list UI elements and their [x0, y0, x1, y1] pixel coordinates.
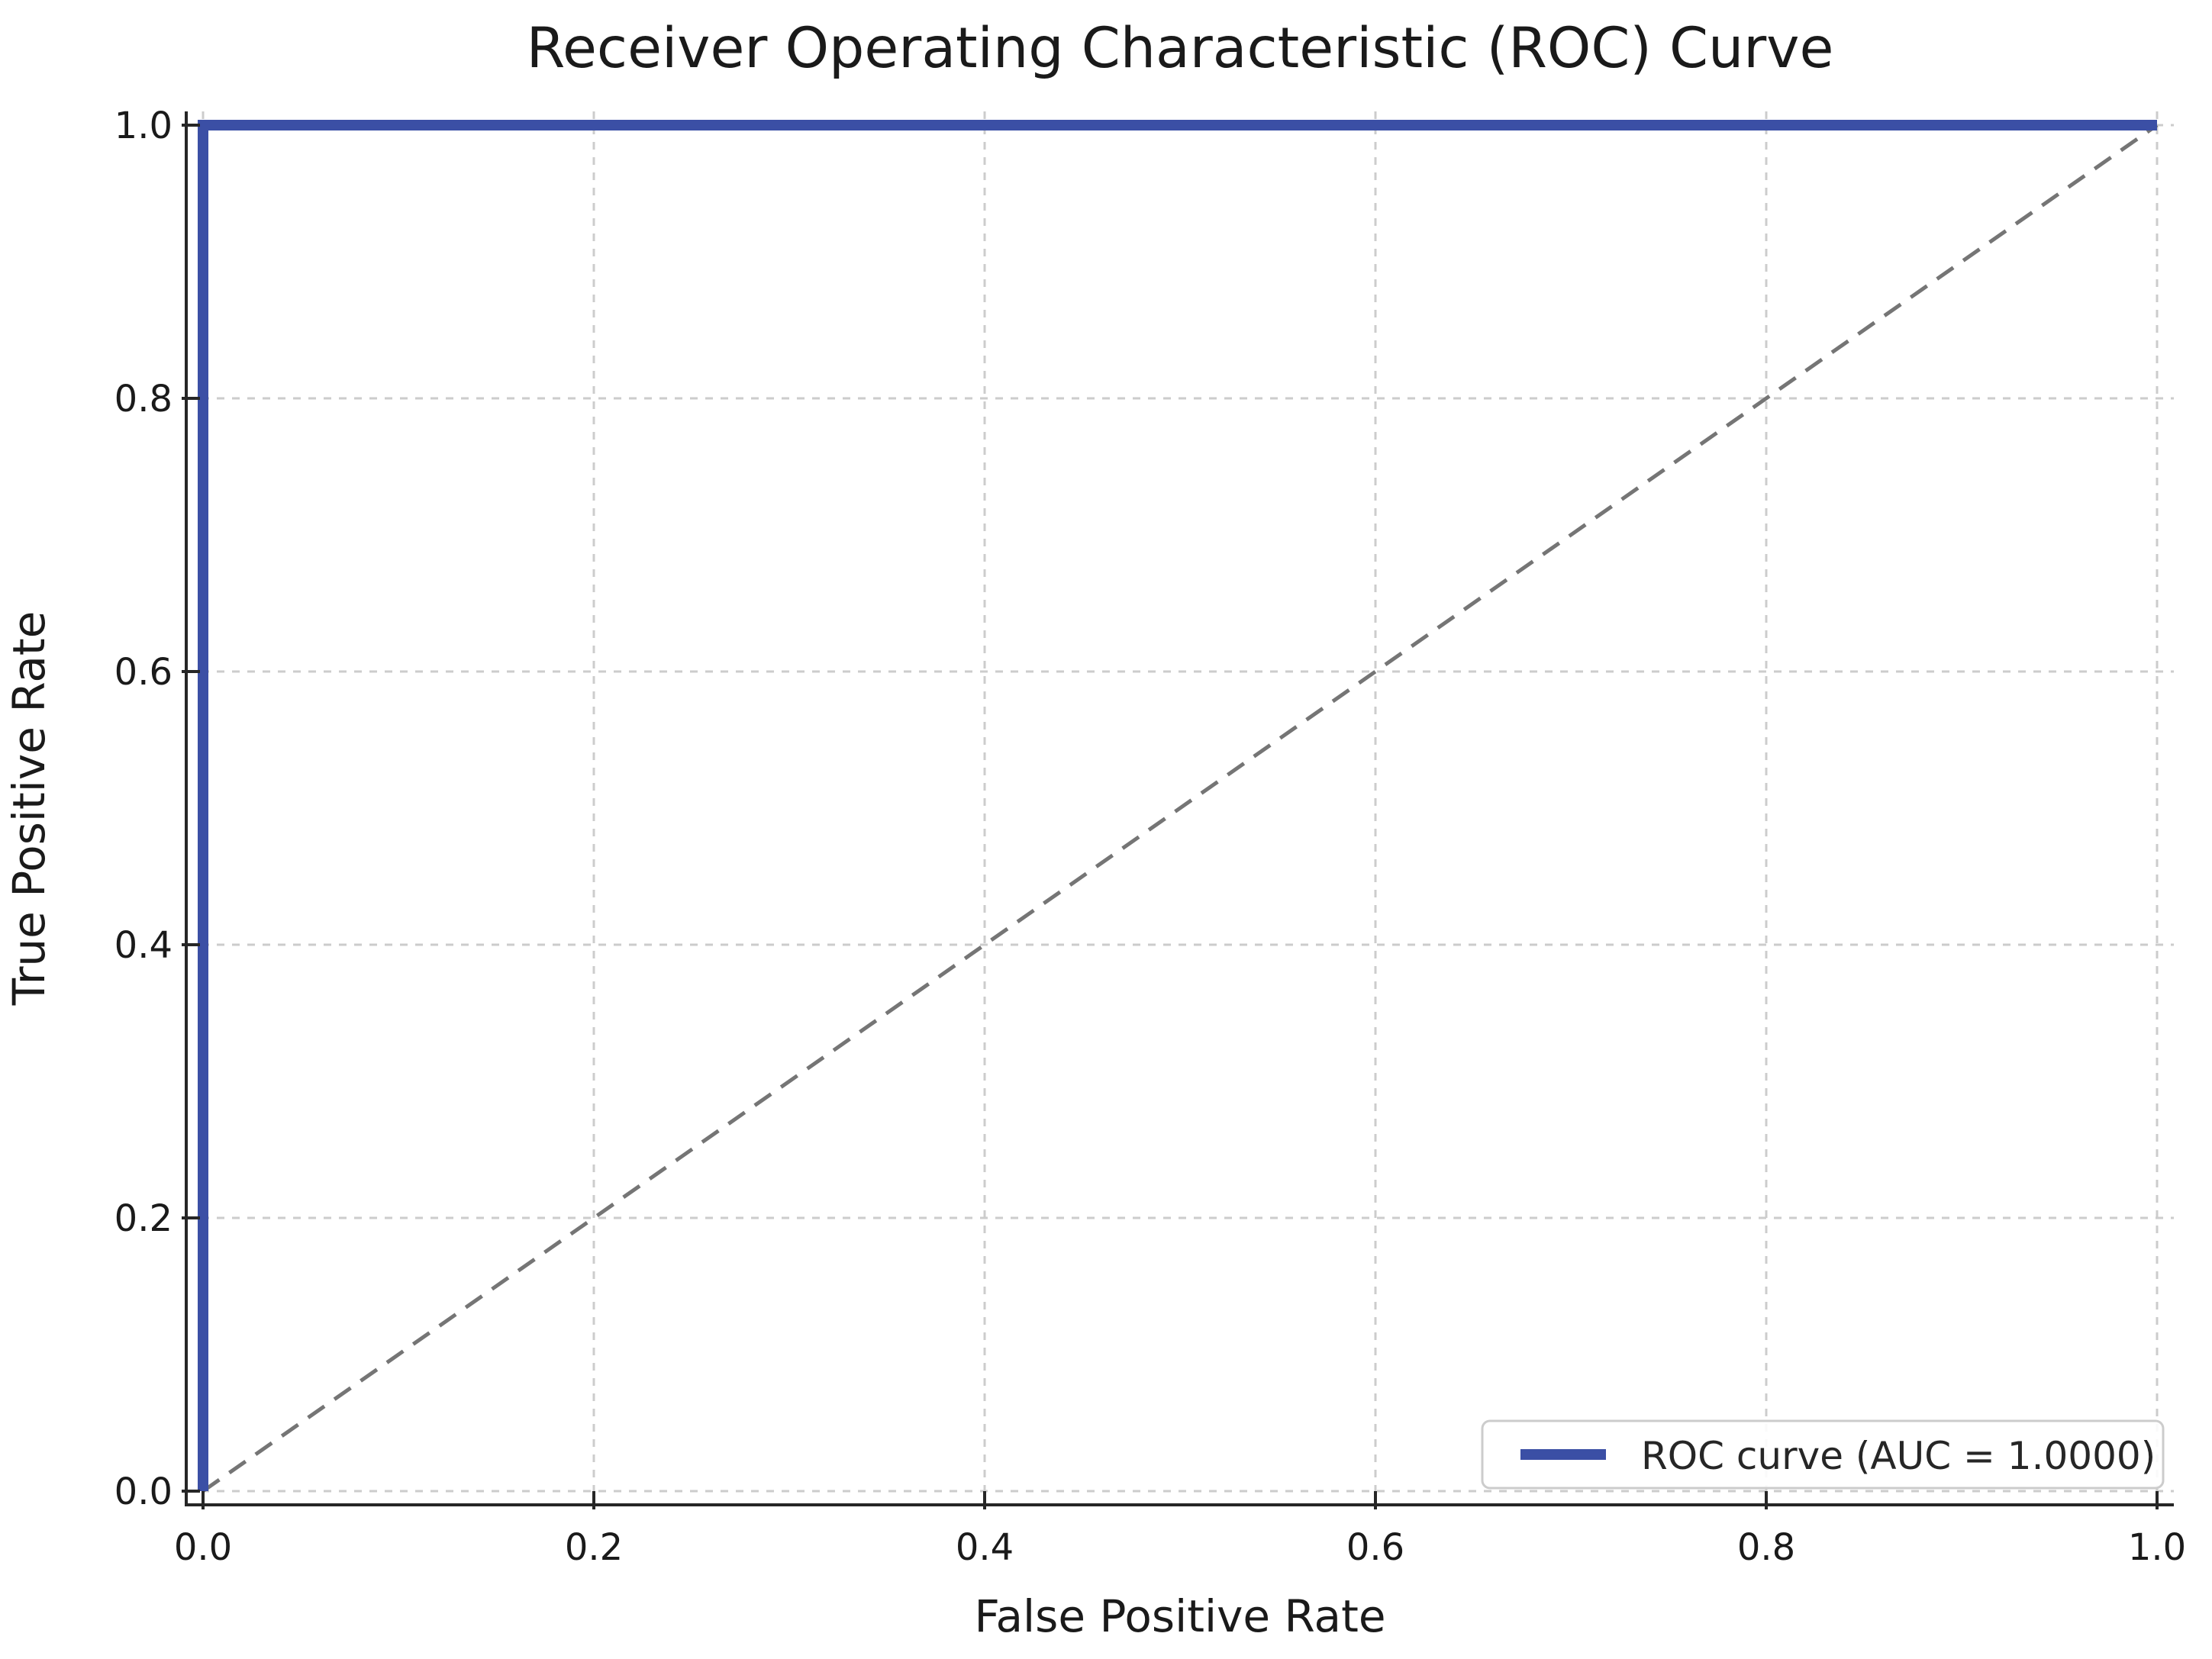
x-tick-label: 1.0	[2128, 1526, 2186, 1569]
x-axis-label: False Positive Rate	[974, 1590, 1385, 1642]
legend: ROC curve (AUC = 1.0000)	[1481, 1419, 2165, 1490]
chance-diagonal-line	[202, 123, 2159, 1493]
x-tick-label: 0.8	[1737, 1526, 1795, 1569]
y-tick-label: 0.6	[114, 651, 173, 694]
y-axis-label: True Positive Rate	[3, 611, 55, 1007]
y-tick-label: 1.0	[114, 105, 173, 147]
x-tick-label: 0.6	[1346, 1526, 1404, 1569]
y-tick-label: 0.2	[114, 1197, 173, 1240]
legend-label: ROC curve (AUC = 1.0000)	[1641, 1434, 2156, 1478]
legend-box	[1481, 1419, 2165, 1490]
data-lines	[198, 120, 2159, 1493]
x-tick-label: 0.2	[565, 1526, 623, 1569]
y-tick-label: 0.8	[114, 378, 173, 420]
chart-title: Receiver Operating Characteristic (ROC) …	[527, 16, 1834, 81]
tick-marks	[182, 124, 2159, 1509]
y-tick-label: 0.4	[114, 924, 173, 967]
axes-spines	[185, 111, 2174, 1506]
y-tick-label: 0.0	[114, 1471, 173, 1513]
roc-curve-line	[198, 120, 2157, 1491]
x-tick-label: 0.4	[956, 1526, 1014, 1569]
gridlines	[186, 111, 2174, 1505]
x-tick-labels: 0.0 0.2 0.4 0.6 0.8 1.0	[174, 1526, 2186, 1569]
x-tick-label: 0.0	[174, 1526, 232, 1569]
y-tick-labels: 0.0 0.2 0.4 0.6 0.8 1.0	[114, 105, 173, 1513]
